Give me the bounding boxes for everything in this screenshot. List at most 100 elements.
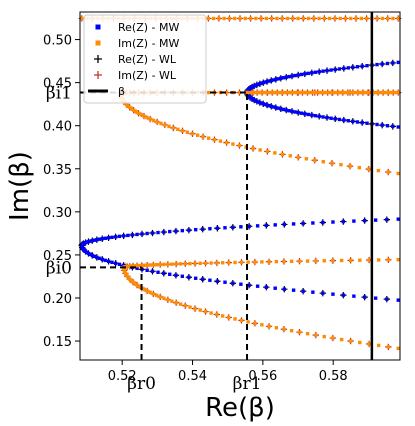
- re-z-mw-point: [342, 66, 346, 71]
- re-z-mw-point: [208, 278, 212, 282]
- re-z-mw-point: [385, 61, 390, 66]
- im-z-mw-point: [222, 16, 226, 21]
- re-z-mw-point: [90, 238, 94, 243]
- im-z-mw-point: [327, 16, 332, 21]
- re-z-mw-point: [355, 65, 360, 69]
- re-z-mw-point: [276, 106, 280, 110]
- re-z-mw-point: [259, 101, 264, 105]
- re-z-mw-point: [313, 114, 318, 118]
- im-z-mw-point: [134, 109, 138, 114]
- im-z-mw-point: [343, 16, 348, 21]
- re-z-mw-point: [247, 224, 251, 229]
- im-z-mw-point: [383, 90, 388, 95]
- im-z-mw-point: [364, 16, 369, 21]
- re-z-mw-point: [351, 65, 355, 70]
- im-z-mw-point: [224, 140, 229, 145]
- re-z-mw-point: [140, 232, 144, 236]
- re-z-mw-point: [117, 262, 122, 267]
- im-z-mw-point: [386, 90, 390, 95]
- re-z-mw-point: [303, 112, 307, 116]
- im-z-mw-point: [351, 90, 355, 95]
- legend-box: [83, 14, 207, 104]
- re-z-mw-point: [287, 109, 291, 113]
- im-z-mw-point: [285, 90, 290, 95]
- im-z-mw-point: [151, 118, 156, 123]
- re-z-mw-point: [321, 220, 325, 225]
- im-z-mw-point: [195, 133, 200, 137]
- re-z-mw-point: [299, 111, 304, 115]
- legend-label: Im(Z) - WL: [118, 69, 177, 82]
- im-z-mw-point: [386, 345, 391, 349]
- re-z-mw-point: [259, 81, 264, 85]
- re-z-mw-point: [261, 80, 265, 85]
- legend-label: Re(Z) - WL: [118, 53, 177, 66]
- im-z-mw-point: [301, 16, 305, 21]
- im-z-mw-point: [209, 311, 213, 315]
- re-z-mw-point: [100, 257, 104, 262]
- re-z-mw-point: [391, 61, 395, 65]
- re-z-mw-point: [333, 67, 337, 72]
- im-z-mw-point: [190, 132, 195, 136]
- im-z-mw-point: [218, 139, 223, 143]
- re-z-mw-point: [239, 225, 243, 229]
- re-z-mw-point: [269, 104, 273, 109]
- im-z-mw-point: [296, 155, 300, 160]
- re-z-mw-point: [310, 71, 314, 75]
- re-z-mw-point: [180, 274, 185, 278]
- y-tick-label: 0.35: [43, 163, 72, 178]
- im-z-mw-point: [183, 303, 187, 308]
- re-z-mw-point: [271, 78, 276, 82]
- re-z-mw-point: [273, 286, 277, 290]
- im-z-mw-point: [154, 263, 159, 267]
- re-z-mw-point: [255, 224, 260, 228]
- im-z-mw-point: [313, 90, 317, 95]
- im-z-mw-point: [253, 321, 257, 326]
- re-z-mw-point: [290, 74, 294, 78]
- re-z-mw-point: [282, 222, 287, 227]
- im-z-mw-point: [158, 295, 162, 299]
- im-z-mw-point: [295, 90, 300, 95]
- re-z-mw-point: [187, 228, 191, 232]
- im-z-mw-point: [330, 161, 334, 165]
- re-z-mw-point: [281, 107, 286, 112]
- im-z-mw-point: [259, 16, 263, 21]
- im-z-mw-point: [322, 334, 326, 339]
- im-z-mw-point: [298, 90, 302, 95]
- legend-label: Im(Z) - MW: [118, 37, 180, 50]
- im-z-mw-point: [154, 293, 159, 298]
- re-z-mw-point: [293, 73, 297, 78]
- im-z-mw-point: [185, 130, 190, 134]
- im-z-mw-point: [148, 263, 152, 267]
- re-z-mw-point: [360, 120, 364, 125]
- re-z-mw-point: [231, 225, 235, 229]
- im-z-mw-point: [264, 16, 269, 21]
- re-z-mw-point: [95, 238, 99, 242]
- re-z-mw-point: [265, 79, 269, 84]
- re-z-mw-point: [329, 68, 333, 72]
- im-z-mw-point: [270, 90, 274, 95]
- im-z-mw-point: [396, 16, 400, 21]
- im-z-mw-point: [343, 90, 348, 95]
- im-z-mw-point: [381, 90, 385, 95]
- im-z-mw-point: [206, 90, 211, 95]
- im-z-mw-point: [305, 259, 310, 263]
- im-z-mw-point: [224, 90, 229, 95]
- re-z-mw-point: [86, 251, 91, 256]
- legend-marker: [95, 40, 101, 46]
- re-z-mw-point: [187, 275, 191, 279]
- re-z-mw-point: [375, 122, 379, 127]
- im-z-mw-point: [376, 258, 381, 262]
- im-z-mw-point: [145, 263, 149, 267]
- im-z-mw-point: [331, 336, 335, 340]
- im-z-mw-point: [233, 16, 237, 21]
- re-z-mw-point: [333, 117, 337, 121]
- re-z-mw-point: [145, 231, 149, 236]
- im-z-mw-point: [348, 258, 353, 263]
- re-z-mw-point: [126, 233, 130, 238]
- re-z-mw-point: [255, 284, 260, 288]
- im-z-mw-point: [211, 16, 216, 21]
- im-z-mw-point: [388, 90, 393, 95]
- im-z-mw-point: [174, 262, 178, 266]
- re-z-mw-point: [150, 231, 155, 235]
- im-z-mw-point: [312, 16, 316, 21]
